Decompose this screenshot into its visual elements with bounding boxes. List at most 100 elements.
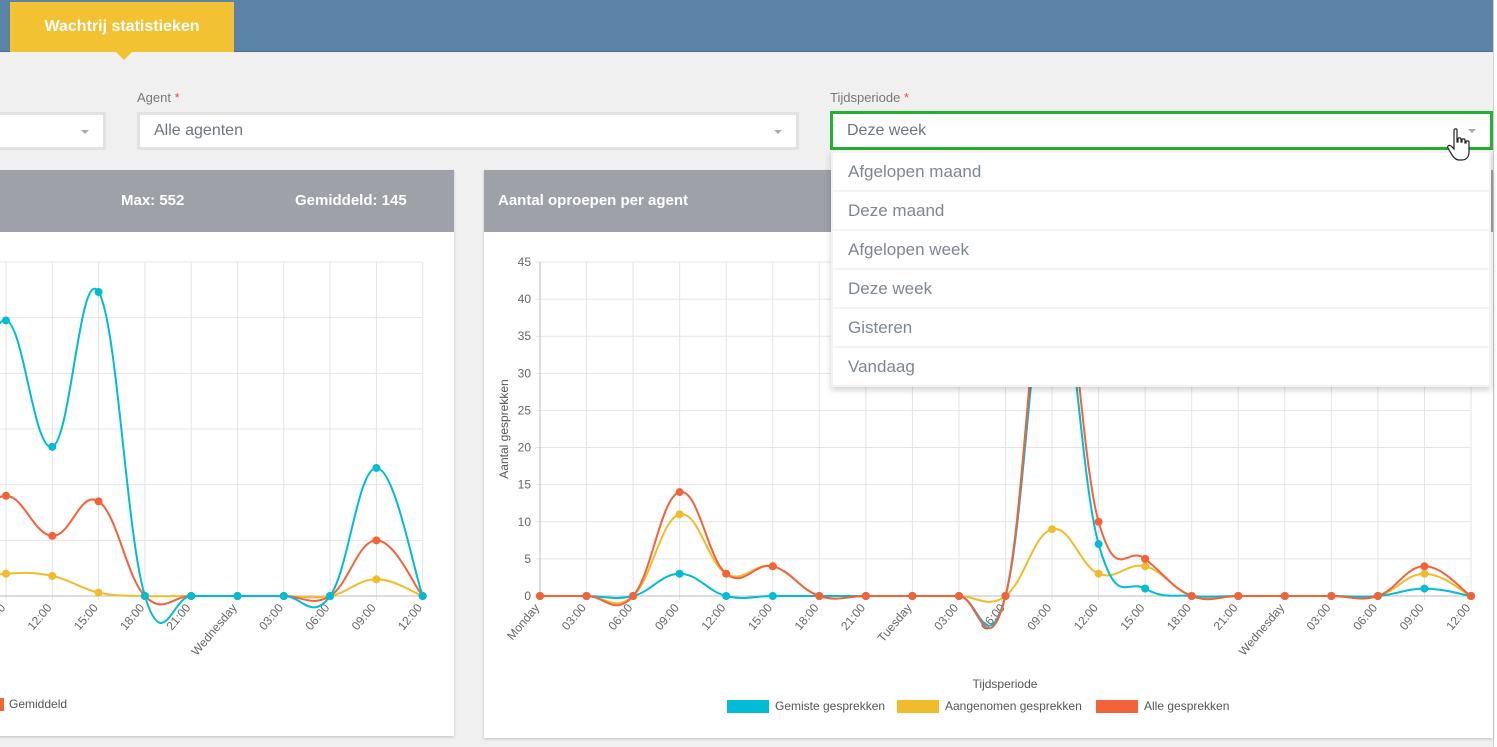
data-point: [1234, 592, 1243, 600]
chevron-down-icon: [774, 130, 782, 134]
period-option[interactable]: Afgelopen maand: [833, 153, 1489, 190]
x-tick-label: 12:00: [395, 601, 425, 633]
data-point: [372, 575, 381, 584]
legend-label: Alle gesprekken: [1144, 699, 1229, 713]
x-tick-label: 09:00: [0, 601, 9, 633]
data-point: [582, 592, 591, 600]
legend-label: Gemiddeld: [9, 697, 67, 711]
data-point: [1327, 592, 1336, 600]
right-line-chart: 0 5 10 15 20 25 30 35 40 45 Monday 03:00 06:00 09:00 1…: [497, 230, 1475, 713]
x-tick-label: 18:00: [1164, 601, 1194, 633]
x-axis-title: Tijdsperiode: [973, 677, 1038, 691]
agent-select[interactable]: Alle agenten: [137, 112, 799, 150]
agent-label-text: Agent: [137, 90, 171, 105]
max-value: Max: 552: [121, 192, 185, 209]
data-point: [1094, 569, 1103, 578]
x-tick-label: 03:00: [559, 601, 589, 633]
data-point: [1187, 592, 1196, 600]
data-point: [1141, 562, 1150, 571]
x-tick-label: Monday: [504, 601, 542, 643]
average-value: Gemiddeld: 145: [295, 192, 407, 209]
legend-label: Aangenomen gesprekken: [945, 699, 1082, 713]
data-point: [629, 592, 638, 600]
x-tick-label: 15:00: [71, 601, 101, 633]
data-point: [1048, 525, 1057, 534]
x-tick-label: 15:00: [1117, 601, 1147, 633]
data-point: [326, 592, 335, 600]
x-tick-label: 12:00: [1443, 601, 1473, 633]
y-tick-label: 35: [518, 329, 532, 343]
series-line-0: [0, 287, 424, 625]
period-dropdown-menu: Afgelopen maand Deze maand Afgelopen week D…: [831, 150, 1491, 387]
x-tick-label: Wednesday: [1236, 601, 1287, 658]
x-tick-label: 09:00: [1397, 601, 1427, 633]
data-point: [94, 497, 103, 506]
x-tick-label: 18:00: [792, 601, 822, 633]
data-point: [908, 592, 917, 600]
data-point: [1280, 592, 1289, 600]
y-tick-label: 15: [518, 478, 532, 492]
data-point: [372, 463, 381, 472]
data-point: [279, 592, 288, 600]
legend-swatch: [1096, 700, 1138, 713]
data-point: [675, 569, 684, 578]
y-tick-label: 10: [518, 515, 532, 529]
data-point: [140, 592, 149, 600]
data-point: [815, 592, 824, 600]
period-label: Tijdsperiode *: [830, 90, 909, 105]
data-point: [675, 488, 684, 497]
data-point: [1094, 517, 1103, 526]
y-tick-label: 0: [524, 589, 531, 603]
legend-swatch: [897, 700, 939, 713]
scrollbar-track[interactable]: [1493, 0, 1497, 747]
x-tick-label: 18:00: [117, 601, 147, 633]
queue-select[interactable]: [0, 112, 106, 150]
data-point: [768, 562, 777, 571]
agent-label: Agent *: [137, 90, 180, 105]
period-option[interactable]: Deze maand: [833, 192, 1489, 229]
data-point: [372, 536, 381, 545]
x-tick-label: 09:00: [652, 601, 682, 633]
data-point: [2, 491, 10, 500]
period-select-value: Deze week: [847, 121, 927, 139]
chevron-down-icon: [1468, 129, 1476, 133]
y-tick-label: 30: [518, 366, 532, 380]
period-option[interactable]: Afgelopen week: [833, 231, 1489, 268]
x-tick-label: 12:00: [698, 601, 728, 633]
data-point: [187, 592, 196, 600]
period-option[interactable]: Deze week: [833, 270, 1489, 307]
y-axis-title: Aantal gesprekken: [497, 379, 511, 478]
x-tick-label: 15:00: [745, 601, 775, 633]
tab-queue-statistics[interactable]: Wachtrij statistieken: [10, 2, 234, 60]
data-point: [722, 592, 731, 600]
data-point: [861, 592, 870, 600]
data-point: [722, 569, 731, 578]
series-line-1: [0, 494, 424, 606]
data-point: [1420, 562, 1429, 571]
x-tick-label: 21:00: [838, 601, 868, 633]
period-option[interactable]: Gisteren: [833, 309, 1489, 346]
left-panel-header: Max: 552 Gemiddeld: 145: [0, 170, 454, 232]
period-label-text: Tijdsperiode: [830, 90, 901, 105]
data-point: [675, 510, 684, 519]
data-point: [954, 592, 963, 600]
data-point: [418, 592, 427, 600]
x-tick-label: 06:00: [1350, 601, 1380, 633]
data-point: [1141, 584, 1150, 593]
series-line-2: [0, 571, 424, 599]
hand-pointer-icon: [1447, 128, 1470, 161]
legend-swatch: [727, 700, 769, 713]
period-select[interactable]: Deze week: [830, 111, 1493, 150]
x-tick-label: 12:00: [25, 601, 55, 633]
data-point: [1094, 540, 1103, 549]
required-marker: *: [903, 90, 910, 105]
data-point: [1001, 592, 1010, 600]
x-tick-label: 09:00: [1024, 601, 1054, 633]
period-option[interactable]: Vandaag: [833, 348, 1489, 385]
legend-label: Gemiste gesprekken: [775, 699, 885, 713]
x-tick-label: 21:00: [1211, 601, 1241, 633]
data-point: [1373, 592, 1382, 600]
x-tick-label: Tuesday: [875, 601, 915, 645]
data-point: [48, 571, 57, 580]
